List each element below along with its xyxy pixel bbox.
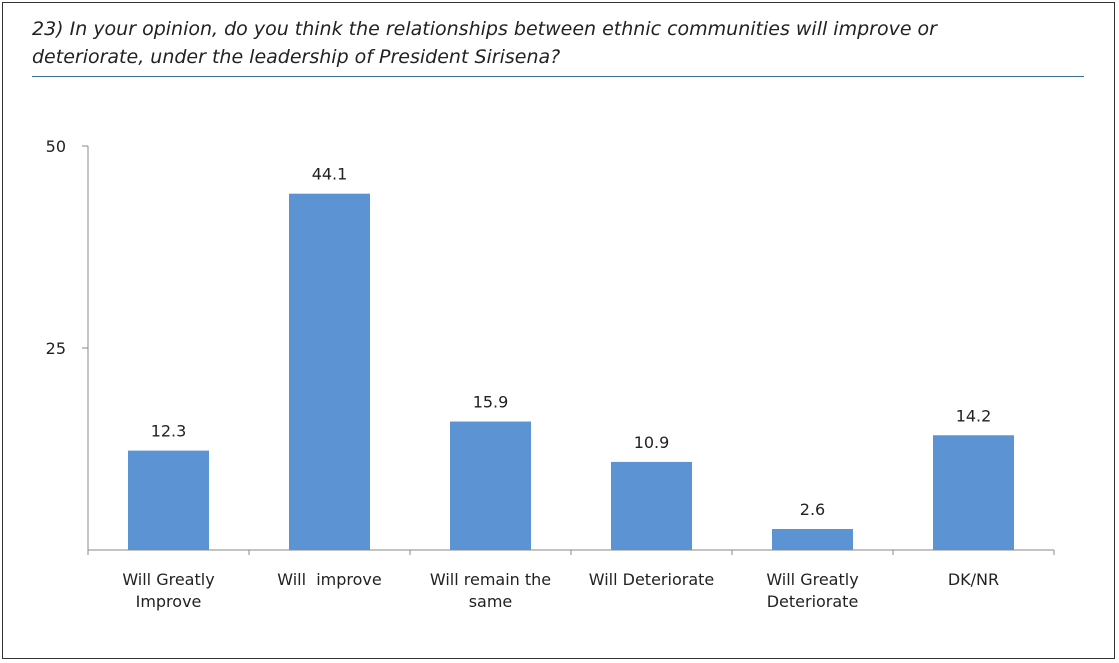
category-label: Improve <box>136 592 202 611</box>
data-label: 44.1 <box>312 165 348 184</box>
y-tick-label: 25 <box>46 339 66 358</box>
bar <box>450 421 531 550</box>
bar <box>128 450 209 550</box>
category-label: Will remain the <box>430 570 551 589</box>
data-label: 15.9 <box>473 393 509 412</box>
title-underline <box>32 76 1084 77</box>
question-line-2: deteriorate, under the leadership of Pre… <box>32 46 561 68</box>
category-label: Will Greatly <box>766 570 858 589</box>
data-label: 14.2 <box>956 406 992 425</box>
bar <box>772 528 853 550</box>
data-label: 10.9 <box>634 433 670 452</box>
bar <box>611 461 692 550</box>
bar <box>933 435 1014 550</box>
bar <box>289 193 370 550</box>
category-label: Deteriorate <box>767 592 859 611</box>
category-label: DK/NR <box>948 570 999 589</box>
data-label: 12.3 <box>151 422 187 441</box>
category-label: Will Greatly <box>122 570 214 589</box>
question-line-1: 23) In your opinion, do you think the re… <box>32 18 937 40</box>
y-tick-label: 50 <box>46 137 66 156</box>
data-label: 2.6 <box>800 500 825 519</box>
category-label: Will improve <box>277 570 382 589</box>
category-label: same <box>469 592 513 611</box>
category-label: Will Deteriorate <box>589 570 714 589</box>
question-text: 23) In your opinion, do you think the re… <box>32 15 1092 71</box>
